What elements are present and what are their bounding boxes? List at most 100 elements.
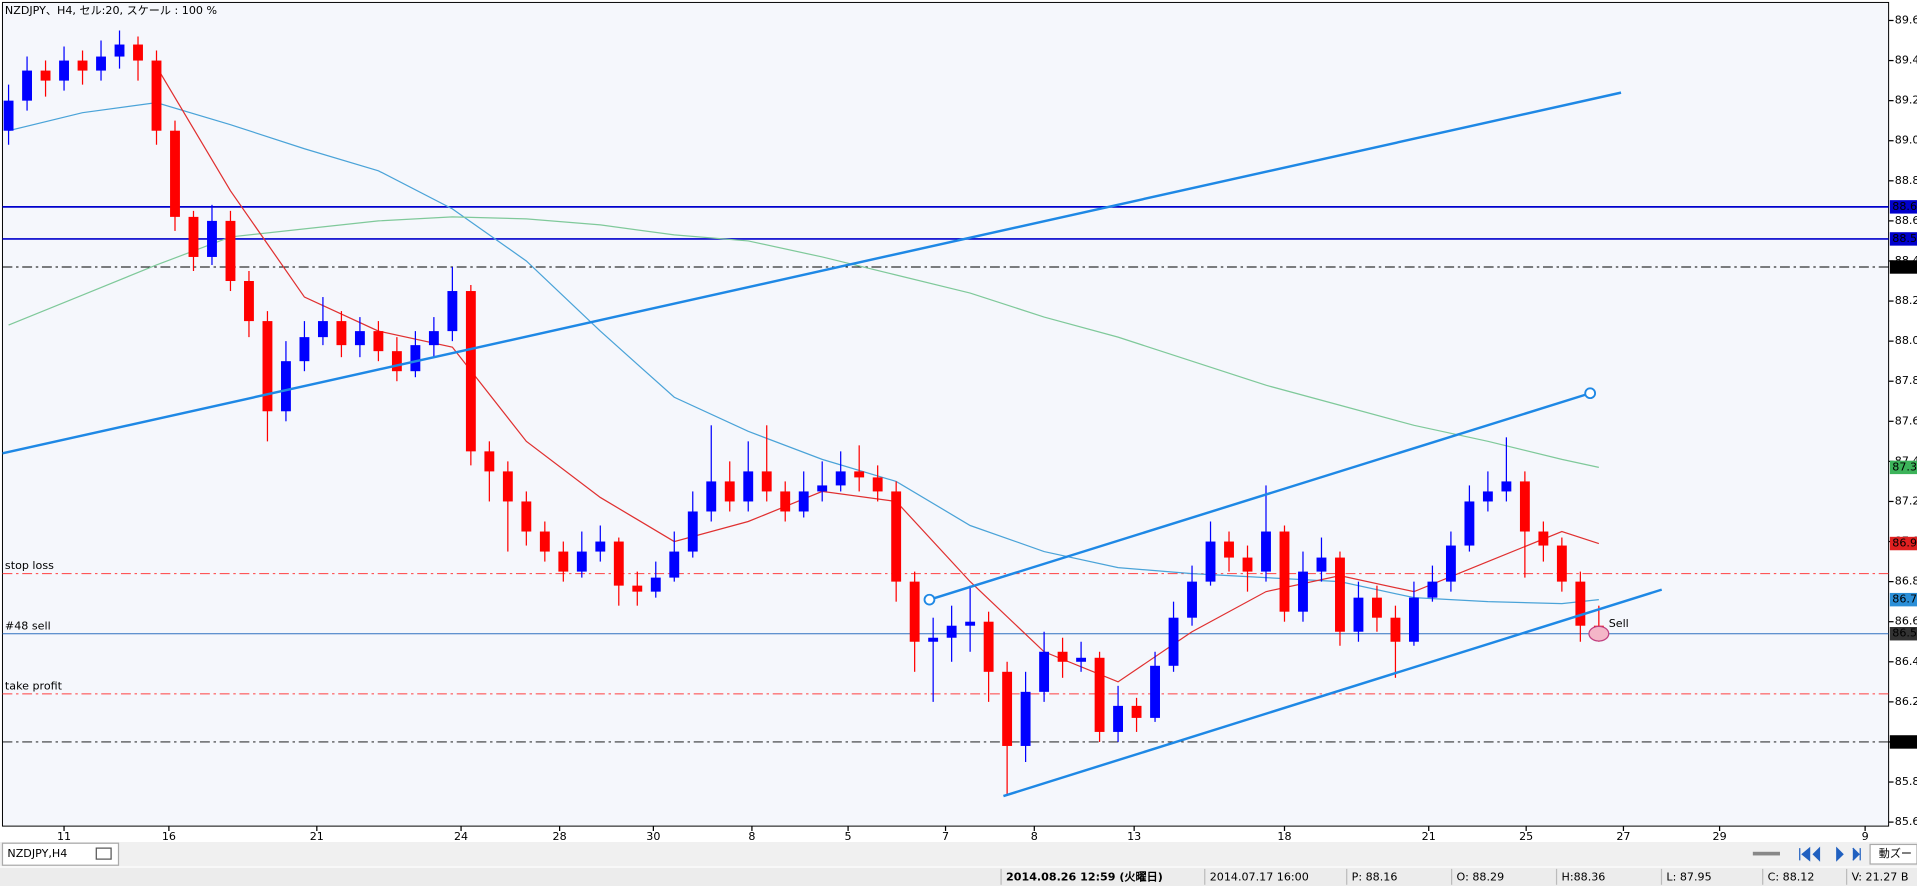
sell-label: Sell	[1609, 617, 1629, 630]
candle-body	[188, 216, 199, 257]
candle-body	[354, 331, 365, 346]
y-tick-label: 89.40	[1895, 54, 1917, 67]
status-field: H:88.36	[1561, 870, 1605, 883]
candle-body	[1372, 597, 1382, 618]
x-tick-label: 30	[646, 830, 660, 843]
candle-body	[539, 531, 550, 552]
price-badge	[1889, 260, 1917, 274]
candle-body	[761, 471, 772, 492]
tab-bar	[0, 842, 1917, 867]
candle-body	[1575, 581, 1586, 626]
candle-body	[1464, 501, 1475, 546]
candle-body	[780, 491, 791, 512]
trend-handle	[923, 593, 936, 606]
price-badge	[1889, 627, 1917, 641]
price-badge-label: 88.67	[1892, 200, 1917, 213]
candle-body	[1020, 691, 1031, 746]
y-tick-label: 88.80	[1895, 174, 1917, 187]
nav-arrows[interactable]	[1799, 846, 1861, 862]
candle-body	[1205, 541, 1216, 582]
line-label: #48 sell	[5, 619, 51, 632]
candle-body	[1335, 557, 1345, 632]
trend-line	[1003, 588, 1663, 798]
candle-body	[1427, 581, 1438, 598]
status-field: 2014.08.26 12:59 (火曜日)	[1006, 870, 1163, 883]
chart-tab[interactable]	[1, 842, 120, 866]
y-tick-label: 87.60	[1895, 414, 1917, 427]
candle-body	[262, 321, 273, 412]
candle-body	[632, 585, 643, 592]
candle-body	[1168, 617, 1179, 666]
candle-body	[96, 56, 106, 71]
candle-body	[1519, 481, 1530, 532]
y-tick-label: 88.20	[1895, 294, 1917, 307]
candle-body	[40, 70, 51, 81]
candle-body	[299, 337, 310, 362]
candle-body	[854, 471, 865, 478]
scroll-thumb[interactable]	[1752, 851, 1780, 856]
zoom-label[interactable]: 動ズー	[1879, 846, 1912, 860]
status-field: 2014.07.17 16:00	[1210, 870, 1309, 883]
candle-body	[1094, 657, 1105, 732]
candle-body	[317, 321, 328, 338]
x-tick-label: 11	[57, 830, 71, 843]
candle-body	[410, 345, 421, 372]
x-tick-label: 29	[1713, 830, 1727, 843]
price-badge	[1889, 460, 1917, 475]
candle-body	[1131, 705, 1142, 718]
x-tick-label: 27	[1616, 830, 1630, 843]
candle-body	[909, 581, 920, 642]
candle-body	[1501, 481, 1512, 492]
candle-body	[77, 60, 88, 71]
zoom-button[interactable]	[1869, 843, 1917, 865]
candle-body	[1390, 617, 1401, 642]
tab-icon[interactable]	[95, 847, 112, 860]
y-tick-label: 86.80	[1895, 575, 1917, 588]
chart-title: NZDJPY、H4, セル:20, スケール : 100 %	[5, 4, 217, 17]
line-label: take profit	[5, 680, 63, 693]
candle-body	[1242, 557, 1253, 572]
candle-body	[170, 130, 180, 217]
candle-body	[928, 637, 939, 642]
candle-body	[391, 351, 402, 372]
trend-line	[929, 392, 1591, 601]
candle-body	[1002, 671, 1013, 746]
tab-label[interactable]: NZDJPY,H4	[7, 847, 67, 860]
price-badge-label: 87.37	[1892, 460, 1917, 473]
candle-body	[650, 577, 661, 592]
candle-body	[1408, 597, 1419, 642]
candle-body	[521, 501, 532, 532]
candle-body	[706, 481, 717, 512]
candle-body	[891, 491, 902, 582]
candle-body	[1076, 657, 1087, 662]
moving-average	[8, 216, 1599, 468]
y-tick-label: 87.80	[1895, 374, 1917, 387]
candle-body	[465, 291, 476, 452]
status-bar	[0, 867, 1917, 886]
candle-body	[447, 291, 458, 332]
candle-body	[281, 361, 291, 412]
candle-body	[1538, 531, 1549, 546]
price-badge-label: 88.51	[1892, 232, 1917, 245]
x-tick-label: 7	[942, 830, 949, 843]
status-field: L: 87.95	[1666, 870, 1711, 883]
price-badge	[1889, 232, 1917, 246]
price-badge	[1889, 200, 1917, 214]
candle-body	[983, 621, 994, 672]
price-badge-label: 86.00	[1892, 735, 1917, 748]
y-tick-label: 85.60	[1895, 815, 1917, 828]
price-badge-label: 86.99	[1892, 537, 1917, 550]
candle-body	[1298, 571, 1308, 612]
plot-layer: stop loss #48 sell take profit Sell	[2, 30, 1889, 798]
y-tick-label: 88.00	[1895, 334, 1917, 347]
candle-body	[114, 44, 125, 57]
candle-body	[613, 541, 624, 586]
x-tick-label: 28	[553, 830, 567, 843]
trend-line	[2, 91, 1622, 455]
candle-body	[798, 491, 809, 512]
y-tick-label: 86.40	[1895, 655, 1917, 668]
plot-area	[1, 1, 1890, 827]
candle-body	[22, 70, 33, 101]
candle-body	[1150, 665, 1160, 718]
status-field: C: 88.12	[1768, 870, 1815, 883]
